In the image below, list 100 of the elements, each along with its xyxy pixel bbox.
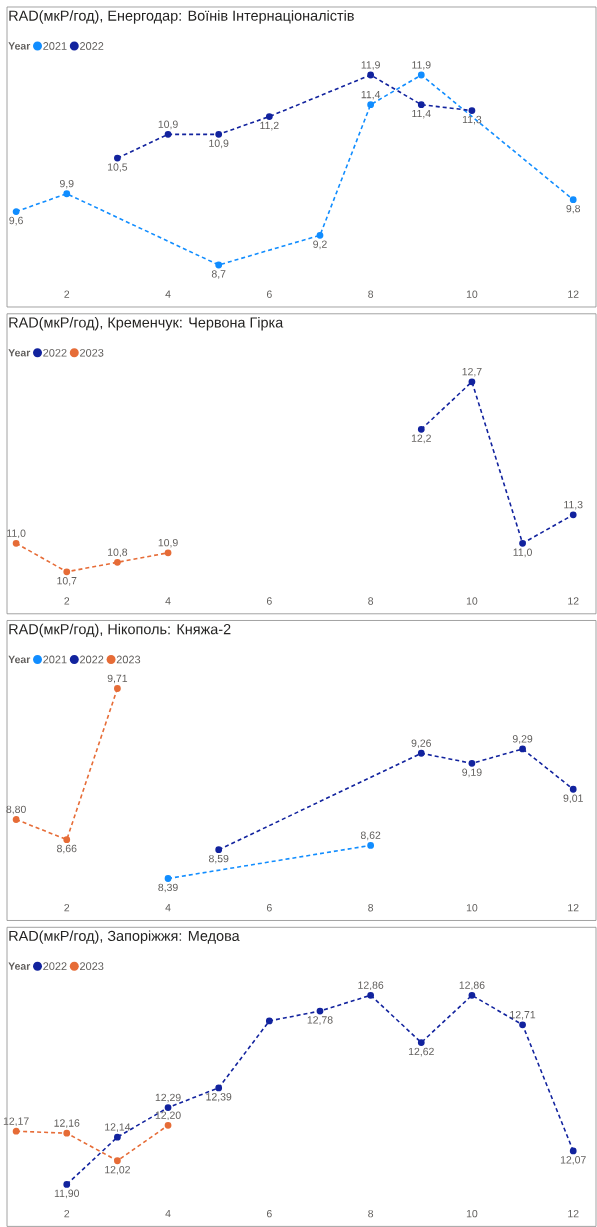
data-label: 9,26 xyxy=(411,739,431,749)
data-label: 9,6 xyxy=(9,216,23,226)
x-tick-label: 6 xyxy=(266,1209,272,1218)
data-label: 9,19 xyxy=(462,768,482,778)
point xyxy=(63,836,71,844)
point xyxy=(215,130,223,138)
point xyxy=(12,208,20,215)
data-label: 12,14 xyxy=(105,1123,131,1132)
x-tick-label: 6 xyxy=(266,904,272,912)
point xyxy=(367,991,375,999)
point xyxy=(215,1084,223,1092)
point xyxy=(164,875,172,882)
x-tick-label: 2 xyxy=(64,904,70,912)
point xyxy=(164,1104,172,1111)
point xyxy=(265,1017,273,1025)
data-label: 11,3 xyxy=(564,500,583,510)
point xyxy=(569,785,577,793)
data-label: 9,01 xyxy=(563,794,583,804)
point xyxy=(417,71,425,79)
point xyxy=(468,107,476,115)
data-label: 12,07 xyxy=(560,1156,586,1165)
x-tick-label: 8 xyxy=(368,290,374,298)
chart-title: RAD(мкР/год), Енергодар: Воїнів Інтернаціоналістів xyxy=(9,10,354,24)
legend-label: 2021 xyxy=(43,42,67,50)
data-label: 8,7 xyxy=(211,270,226,279)
data-label: 12,16 xyxy=(54,1119,80,1128)
point xyxy=(569,196,577,204)
data-label: 10,9 xyxy=(158,120,178,130)
point xyxy=(417,101,425,109)
point xyxy=(63,1129,71,1137)
x-tick-label: 2 xyxy=(64,1209,70,1218)
legend-label: 2023 xyxy=(80,962,104,971)
point xyxy=(63,190,71,198)
x-tick-label: 12 xyxy=(568,290,579,298)
data-label: 12,17 xyxy=(3,1117,29,1127)
legend-title: Year xyxy=(8,655,31,664)
x-tick-label: 12 xyxy=(568,597,579,605)
point xyxy=(12,816,20,823)
x-tick-label: 4 xyxy=(165,1209,171,1218)
point xyxy=(63,568,71,576)
x-tick-label: 8 xyxy=(368,597,374,605)
data-label: 11,3 xyxy=(462,115,482,125)
point xyxy=(164,1121,172,1129)
point xyxy=(367,101,375,109)
point xyxy=(519,539,526,547)
point xyxy=(417,1039,425,1046)
x-tick-label: 2 xyxy=(64,290,70,298)
x-tick-label: 10 xyxy=(466,597,478,605)
x-tick-label: 8 xyxy=(368,1209,374,1218)
point xyxy=(63,1181,71,1188)
legend-label: 2021 xyxy=(43,655,67,664)
data-label: 12,39 xyxy=(206,1093,232,1102)
data-label: 12,86 xyxy=(358,981,384,991)
x-tick-label: 12 xyxy=(568,1209,579,1218)
x-tick-label: 6 xyxy=(266,290,272,298)
data-label: 11,0 xyxy=(513,548,532,558)
x-tick-label: 8 xyxy=(368,904,374,912)
data-label: 9,71 xyxy=(107,674,128,684)
point xyxy=(569,1147,577,1155)
x-tick-label: 4 xyxy=(165,290,171,298)
data-label: 10,9 xyxy=(209,139,229,149)
legend-label: 2023 xyxy=(80,348,104,357)
data-label: 11,9 xyxy=(412,61,431,70)
legend-label: 2022 xyxy=(43,348,67,357)
data-label: 10,8 xyxy=(108,548,128,558)
data-label: 12,2 xyxy=(411,434,431,444)
data-label: 12,62 xyxy=(408,1047,434,1057)
data-label: 10,5 xyxy=(108,163,128,172)
point xyxy=(468,378,476,386)
data-label: 12,86 xyxy=(459,981,485,991)
x-tick-label: 10 xyxy=(466,1209,478,1218)
point xyxy=(215,846,223,854)
data-label: 9,2 xyxy=(313,240,327,250)
chart-title: RAD(мкР/год), Кременчук: Червона Гірка xyxy=(9,316,284,331)
data-label: 12,7 xyxy=(462,367,482,377)
legend-label: 2022 xyxy=(80,42,104,50)
point xyxy=(468,759,476,767)
point xyxy=(265,113,273,120)
data-label: 11,2 xyxy=(260,121,279,131)
legend-label: 2022 xyxy=(80,655,104,664)
point xyxy=(519,745,526,753)
point xyxy=(316,1007,324,1015)
data-label: 8,62 xyxy=(360,831,381,841)
data-label: 8,66 xyxy=(57,844,77,854)
x-tick-label: 4 xyxy=(165,904,171,912)
data-label: 9,9 xyxy=(59,179,74,189)
legend-title: Year xyxy=(8,962,31,970)
data-label: 9,29 xyxy=(512,735,533,744)
point xyxy=(367,841,375,849)
legend-label: 2023 xyxy=(116,655,141,664)
data-label: 11,9 xyxy=(361,61,380,70)
data-label: 12,29 xyxy=(155,1093,181,1103)
x-tick-label: 10 xyxy=(466,904,478,912)
data-label: 8,39 xyxy=(158,883,178,893)
point xyxy=(164,549,172,557)
point xyxy=(114,154,121,162)
point xyxy=(114,685,121,692)
data-label: 11,4 xyxy=(412,109,431,119)
x-tick-label: 2 xyxy=(64,597,70,605)
point xyxy=(417,425,425,433)
